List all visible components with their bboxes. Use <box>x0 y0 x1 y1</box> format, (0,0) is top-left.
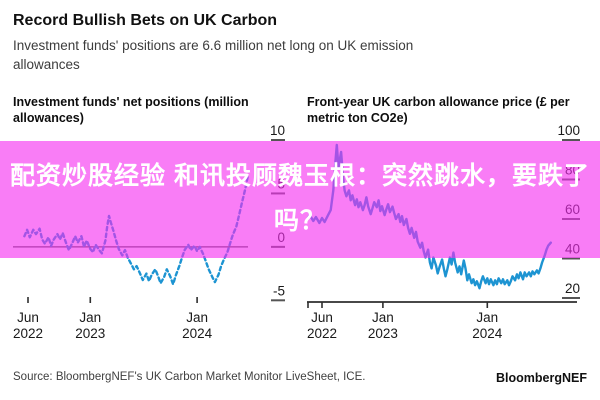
left-chart-title: Investment funds' net positions (million… <box>13 95 249 125</box>
right-chart-title: Front-year UK carbon allowance price (£ … <box>307 95 570 125</box>
x-tick-label-year: 2023 <box>75 326 105 341</box>
x-tick-label: Jan <box>476 310 498 325</box>
source-note: Source: BloombergNEF's UK Carbon Market … <box>13 371 366 383</box>
x-tick-label: Jun <box>17 310 39 325</box>
x-tick-label-year: 2024 <box>472 326 503 341</box>
page-title: Record Bullish Bets on UK Carbon <box>13 12 278 29</box>
x-tick-label-year: 2023 <box>368 326 398 341</box>
brand-logo: BloombergNEF <box>496 371 587 385</box>
x-tick-label: Jan <box>186 310 208 325</box>
y-tick-label--5: -5 <box>273 283 285 298</box>
y-tick-label-100: 100 <box>557 123 580 138</box>
y-tick-label-20: 20 <box>565 281 580 296</box>
x-tick-label-year: 2022 <box>307 326 337 341</box>
x-tick-label-year: 2022 <box>13 326 43 341</box>
y-tick-label-10: 10 <box>270 123 285 138</box>
overlay-banner: 配资炒股经验 和讯投顾魏玉根：突然跳水，要跌了 吗？ <box>0 141 600 258</box>
footer: Source: BloombergNEF's UK Carbon Market … <box>13 371 587 385</box>
x-tick-label-year: 2024 <box>182 326 213 341</box>
overlay-text-line1: 配资炒股经验 和讯投顾魏玉根：突然跳水，要跌了 <box>10 162 590 190</box>
x-tick-label: Jun <box>311 310 333 325</box>
page-subtitle: Investment funds' positions are 6.6 mill… <box>13 38 414 72</box>
overlay-text-line2: 吗？ <box>273 207 326 235</box>
x-tick-label: Jan <box>79 310 101 325</box>
x-tick-label: Jan <box>372 310 394 325</box>
